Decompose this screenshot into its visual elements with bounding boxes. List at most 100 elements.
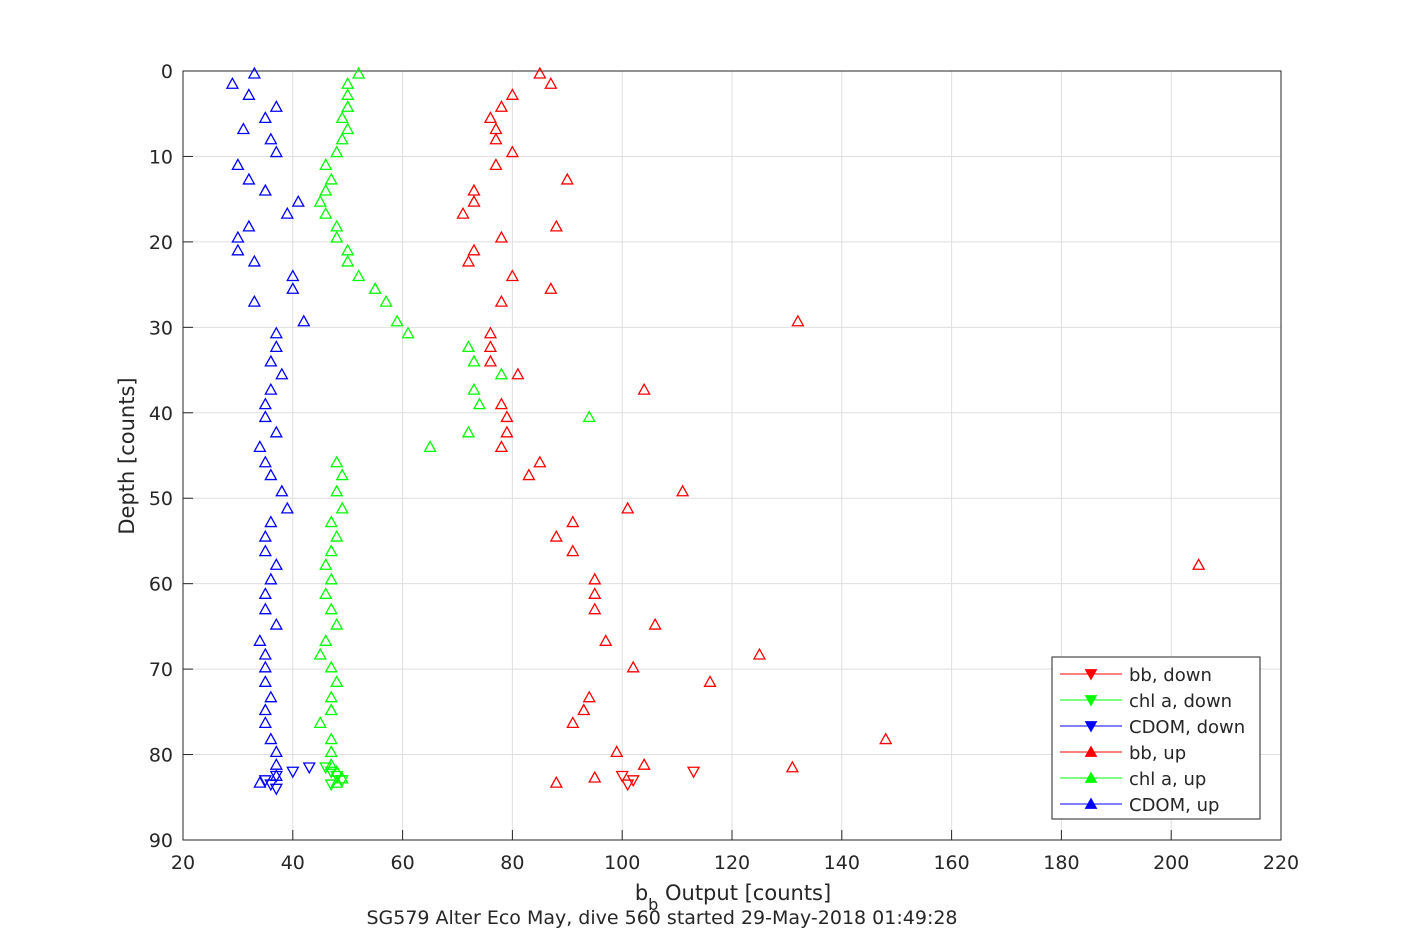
data-point xyxy=(269,745,283,758)
series-3 xyxy=(456,66,1206,788)
data-point xyxy=(330,230,344,243)
data-point xyxy=(566,716,580,728)
data-point xyxy=(319,183,333,196)
x-axis-label-rest: Output [counts] xyxy=(658,881,831,905)
data-point xyxy=(258,602,272,615)
data-point xyxy=(637,757,651,770)
data-point xyxy=(544,76,558,89)
data-point xyxy=(258,716,272,728)
data-point xyxy=(264,515,278,528)
x-axis-label-subscript: b xyxy=(648,895,658,914)
data-point xyxy=(341,100,355,112)
data-point xyxy=(588,572,602,585)
data-point xyxy=(258,675,272,687)
data-point xyxy=(549,775,563,788)
data-point xyxy=(324,703,338,716)
data-point xyxy=(324,172,338,185)
data-point xyxy=(231,243,245,256)
plot-frame xyxy=(182,70,1282,841)
data-point xyxy=(275,367,289,380)
data-point xyxy=(264,732,278,745)
data-point xyxy=(330,675,344,687)
data-point xyxy=(264,690,278,703)
y-tick-label: 40 xyxy=(149,403,173,425)
y-tick-label: 30 xyxy=(149,317,173,339)
data-point xyxy=(752,647,767,660)
y-tick-label: 60 xyxy=(149,574,173,596)
y-tick-label: 90 xyxy=(149,830,173,852)
data-point xyxy=(319,587,333,599)
series-0 xyxy=(615,766,701,792)
data-point xyxy=(275,484,289,497)
data-point xyxy=(330,484,344,497)
data-point xyxy=(269,100,283,112)
data-point xyxy=(330,529,344,542)
legend-label: chl a, down xyxy=(1129,691,1232,712)
data-point xyxy=(500,425,514,438)
data-point xyxy=(264,354,278,367)
data-point xyxy=(319,762,333,775)
data-point xyxy=(324,757,338,770)
data-point xyxy=(286,269,300,282)
data-point xyxy=(258,410,272,423)
data-point xyxy=(341,122,355,135)
data-point xyxy=(390,314,404,327)
data-point xyxy=(297,314,311,327)
data-point xyxy=(258,111,272,124)
x-tick-label: 120 xyxy=(714,852,750,874)
data-point xyxy=(269,145,283,158)
x-tick-label: 140 xyxy=(824,852,860,874)
data-point xyxy=(615,770,629,783)
data-point xyxy=(626,660,640,673)
data-point xyxy=(335,111,349,124)
data-point xyxy=(264,382,278,395)
data-point xyxy=(588,587,602,599)
data-point xyxy=(231,158,245,171)
data-point xyxy=(330,775,344,788)
data-point xyxy=(286,282,300,294)
data-point xyxy=(560,172,574,185)
data-point xyxy=(483,354,498,367)
x-tick-label: 220 xyxy=(1263,852,1299,874)
data-point xyxy=(264,468,278,481)
data-point xyxy=(467,243,481,256)
data-point xyxy=(588,602,602,615)
data-point xyxy=(494,440,509,453)
data-point xyxy=(703,675,717,687)
data-point xyxy=(324,779,338,792)
data-point xyxy=(494,367,509,380)
data-point xyxy=(225,76,240,89)
data-point xyxy=(269,769,283,781)
data-point xyxy=(621,779,635,792)
data-point xyxy=(258,455,272,468)
data-point xyxy=(483,340,498,353)
data-point xyxy=(324,572,338,585)
data-point xyxy=(456,206,470,219)
y-tick-label: 0 xyxy=(161,61,173,83)
series-4 xyxy=(313,66,596,788)
data-point xyxy=(626,775,640,788)
data-point xyxy=(258,397,272,410)
data-point xyxy=(313,716,327,728)
data-point xyxy=(253,634,267,646)
data-point xyxy=(648,617,662,630)
data-point xyxy=(242,172,256,185)
x-axis-label-b: b xyxy=(635,881,648,905)
data-point xyxy=(549,529,563,542)
data-point xyxy=(324,544,338,557)
data-point xyxy=(544,282,558,294)
data-point xyxy=(423,440,437,453)
data-point xyxy=(549,219,563,232)
data-point xyxy=(335,771,349,784)
data-point xyxy=(269,617,283,630)
data-point xyxy=(675,484,690,497)
data-point xyxy=(588,770,602,783)
axis-ticks: 20 40 60 80 100 120 140 160 180 200 220 0 10 20 30 40 50… xyxy=(149,61,1299,874)
x-tick-label: 160 xyxy=(933,852,969,874)
legend-marker xyxy=(1084,771,1098,783)
data-point xyxy=(324,660,338,673)
legend-marker xyxy=(1084,721,1098,733)
data-point xyxy=(258,529,272,542)
data-point xyxy=(280,206,294,219)
y-tick-label: 70 xyxy=(149,659,173,681)
